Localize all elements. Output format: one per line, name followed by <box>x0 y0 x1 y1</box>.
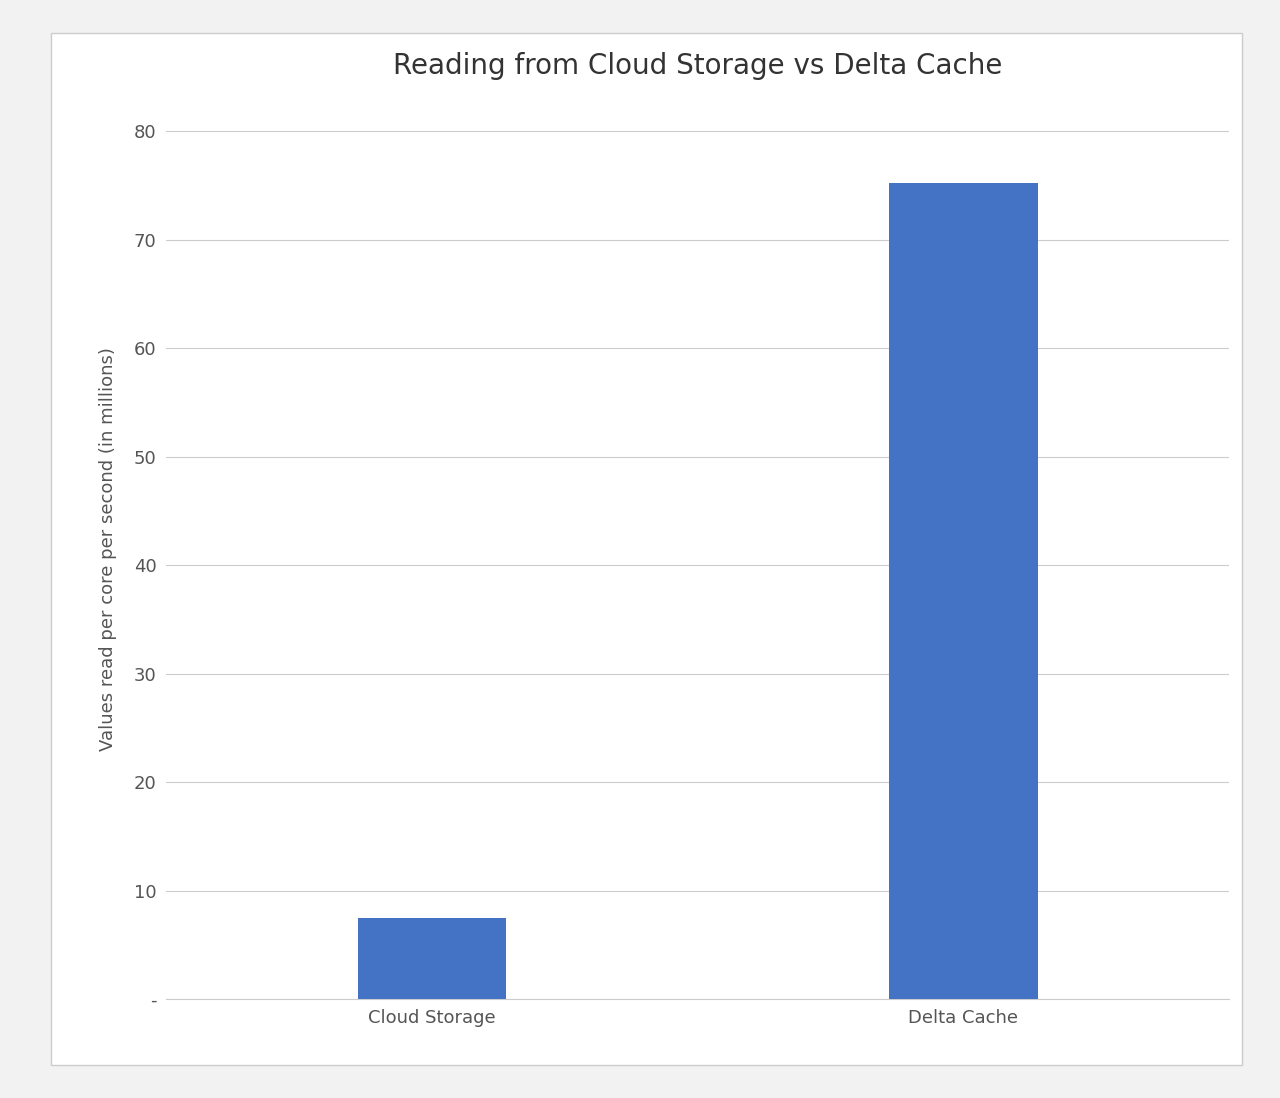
Bar <box>888 183 1038 999</box>
Bar <box>357 918 507 999</box>
Y-axis label: Values read per core per second (in millions): Values read per core per second (in mill… <box>100 347 118 751</box>
Title: Reading from Cloud Storage vs Delta Cache: Reading from Cloud Storage vs Delta Cach… <box>393 52 1002 80</box>
